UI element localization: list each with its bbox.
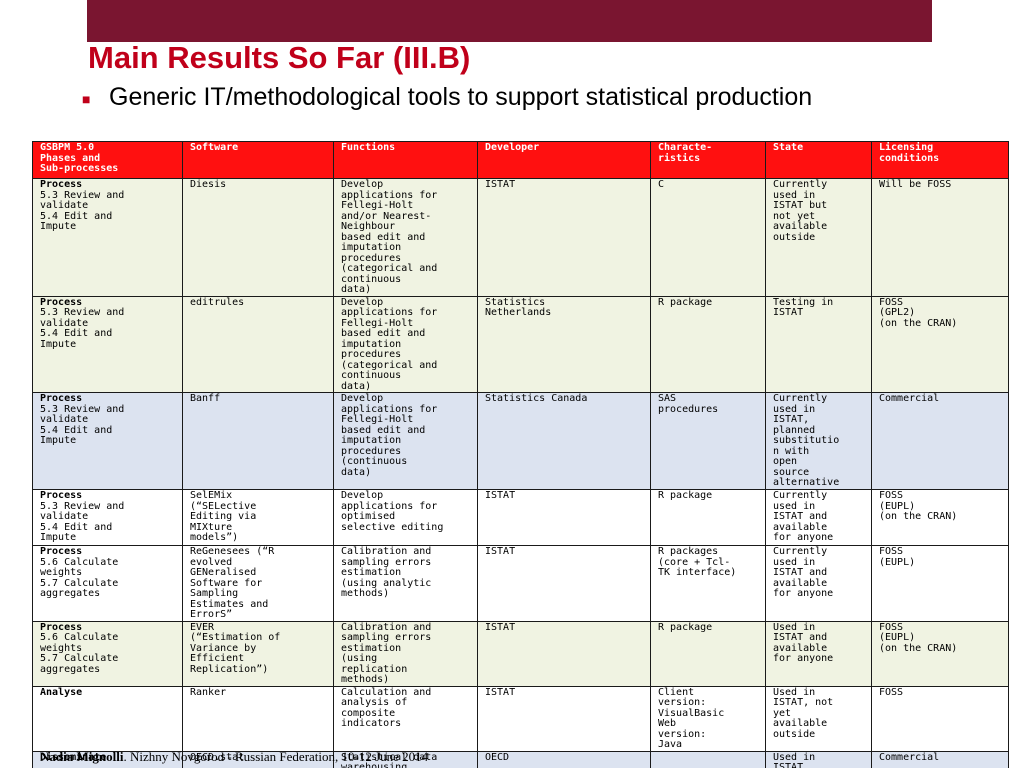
state-cell: Currently used in ISTAT but not yet avai… xyxy=(765,178,872,297)
phase-name: Process xyxy=(40,546,83,557)
licensing-cell: FOSS (GPL2) (on the CRAN) xyxy=(871,295,1009,393)
phase-subprocesses: 5.6 Calculate weights 5.7 Calculate aggr… xyxy=(40,556,119,599)
functions-cell: Develop applications for Fellegi-Holt an… xyxy=(333,178,478,297)
software-cell: ReGenesees (“R evolved GENeralised Softw… xyxy=(182,545,334,622)
bullet-text: Generic IT/methodological tools to suppo… xyxy=(109,83,813,111)
phase-cell: Process 5.3 Review and validate 5.4 Edit … xyxy=(32,178,183,297)
phase-cell: Process 5.3 Review and validate 5.4 Edit … xyxy=(32,392,183,490)
functions-cell: Calculation and analysis of composite in… xyxy=(333,685,478,752)
licensing-cell: Commercial xyxy=(871,392,1009,490)
characteristics-cell: R package xyxy=(650,295,766,393)
state-cell: Used in ISTAT, not yet available outside xyxy=(765,685,872,752)
header-phases: GSBPM 5.0 Phases and Sub-processes xyxy=(32,141,183,179)
footer-author: Nadia Mignolli xyxy=(40,749,124,764)
phase-name: Process xyxy=(40,621,83,633)
functions-cell: Develop applications for optimised selec… xyxy=(333,489,478,546)
developer-cell: ISTAT xyxy=(477,489,651,546)
phase-name: Process xyxy=(40,179,83,190)
phase-name: Process xyxy=(40,393,83,404)
licensing-cell: FOSS xyxy=(871,685,1009,752)
table-row: Disseminate OECD.stat Statistical data w… xyxy=(32,750,1009,768)
software-cell: editrules xyxy=(182,295,334,393)
slide-title: Main Results So Far (III.B) xyxy=(88,40,471,75)
licensing-cell: FOSS (EUPL) xyxy=(871,545,1009,622)
table-row: Process 5.3 Review and validate 5.4 Edit … xyxy=(32,392,1009,490)
phase-subprocesses: 5.3 Review and validate 5.4 Edit and Imp… xyxy=(40,500,125,543)
characteristics-cell: R package xyxy=(650,620,766,687)
phase-name: Process xyxy=(40,490,83,501)
bullet-point: ■ Generic IT/methodological tools to sup… xyxy=(82,84,882,111)
header-software: Software xyxy=(182,141,334,179)
state-cell: Currently used in ISTAT, planned substit… xyxy=(765,392,872,490)
phase-cell: Process 5.6 Calculate weights 5.7 Calcula… xyxy=(32,620,183,687)
header-state: State xyxy=(765,141,872,179)
functions-cell: Calibration and sampling errors estimati… xyxy=(333,620,478,687)
characteristics-cell: SAS procedures xyxy=(650,392,766,490)
characteristics-cell: Client version: VisualBasic Web version:… xyxy=(650,685,766,752)
software-cell: Diesis xyxy=(182,178,334,297)
header-characteristics: Characte- ristics xyxy=(650,141,766,179)
software-cell: OECD.stat xyxy=(182,750,334,768)
phase-name: Disseminate xyxy=(40,751,107,763)
software-cell: SelEMix (“SELective Editing via MIXture … xyxy=(182,489,334,546)
developer-cell: ISTAT xyxy=(477,685,651,752)
state-cell: Used in ISTAT xyxy=(765,750,872,768)
phase-cell: Disseminate xyxy=(32,750,183,768)
table-header-row: GSBPM 5.0 Phases and Sub-processes Softw… xyxy=(32,141,1009,179)
phase-subprocesses: 5.3 Review and validate 5.4 Edit and Imp… xyxy=(40,307,125,350)
footer: Nadia Mignolli. Nizhny Novgorod - Russia… xyxy=(40,749,428,765)
table-row: Process 5.6 Calculate weights 5.7 Calcula… xyxy=(32,620,1009,687)
phase-cell: Analyse xyxy=(32,685,183,752)
developer-cell: Statistics Netherlands xyxy=(477,295,651,393)
developer-cell: Statistics Canada xyxy=(477,392,651,490)
table-row: Process 5.6 Calculate weights 5.7 Calcula… xyxy=(32,545,1009,622)
functions-cell: Statistical data warehousing xyxy=(333,750,478,768)
phase-subprocesses: 5.3 Review and validate 5.4 Edit and Imp… xyxy=(40,403,125,446)
phase-name: Analyse xyxy=(40,686,83,698)
functions-cell: Develop applications for Fellegi-Holt ba… xyxy=(333,295,478,393)
licensing-cell: Commercial xyxy=(871,750,1009,768)
phase-subprocesses: 5.6 Calculate weights 5.7 Calculate aggr… xyxy=(40,632,119,675)
table-row: Process 5.3 Review and validate 5.4 Edit … xyxy=(32,178,1009,297)
software-cell: Ranker xyxy=(182,685,334,752)
state-cell: Testing in ISTAT xyxy=(765,295,872,393)
square-bullet-icon: ■ xyxy=(82,91,91,107)
phase-cell: Process 5.6 Calculate weights 5.7 Calcula… xyxy=(32,545,183,622)
characteristics-cell: R packages (core + Tcl- TK interface) xyxy=(650,545,766,622)
state-cell: Currently used in ISTAT and available fo… xyxy=(765,489,872,546)
software-cell: EVER (“Estimation of Variance by Efficie… xyxy=(182,620,334,687)
phase-cell: Process 5.3 Review and validate 5.4 Edit … xyxy=(32,295,183,393)
table-row: Process 5.3 Review and validate 5.4 Edit … xyxy=(32,295,1009,393)
developer-cell: OECD xyxy=(477,750,651,768)
top-banner xyxy=(87,0,932,42)
characteristics-cell: R package xyxy=(650,489,766,546)
developer-cell: ISTAT xyxy=(477,178,651,297)
header-licensing: Licensing conditions xyxy=(871,141,1009,179)
functions-cell: Develop applications for Fellegi-Holt ba… xyxy=(333,392,478,490)
header-functions: Functions xyxy=(333,141,478,179)
state-cell: Currently used in ISTAT and available fo… xyxy=(765,545,872,622)
characteristics-cell: C xyxy=(650,178,766,297)
table-row: Analyse Ranker Calculation and analysis … xyxy=(32,685,1009,752)
footer-event: . Nizhny Novgorod - Russian Federation, … xyxy=(123,749,429,764)
tools-table: GSBPM 5.0 Phases and Sub-processes Softw… xyxy=(32,141,1009,768)
phase-subprocesses: 5.3 Review and validate 5.4 Edit and Imp… xyxy=(40,189,125,232)
licensing-cell: FOSS (EUPL) (on the CRAN) xyxy=(871,620,1009,687)
characteristics-cell xyxy=(650,750,766,768)
state-cell: Used in ISTAT and available for anyone xyxy=(765,620,872,687)
software-cell: Banff xyxy=(182,392,334,490)
developer-cell: ISTAT xyxy=(477,620,651,687)
phase-name: Process xyxy=(40,296,83,308)
functions-cell: Calibration and sampling errors estimati… xyxy=(333,545,478,622)
licensing-cell: Will be FOSS xyxy=(871,178,1009,297)
developer-cell: ISTAT xyxy=(477,545,651,622)
licensing-cell: FOSS (EUPL) (on the CRAN) xyxy=(871,489,1009,546)
header-developer: Developer xyxy=(477,141,651,179)
table-row: Process 5.3 Review and validate 5.4 Edit … xyxy=(32,489,1009,546)
phase-cell: Process 5.3 Review and validate 5.4 Edit … xyxy=(32,489,183,546)
